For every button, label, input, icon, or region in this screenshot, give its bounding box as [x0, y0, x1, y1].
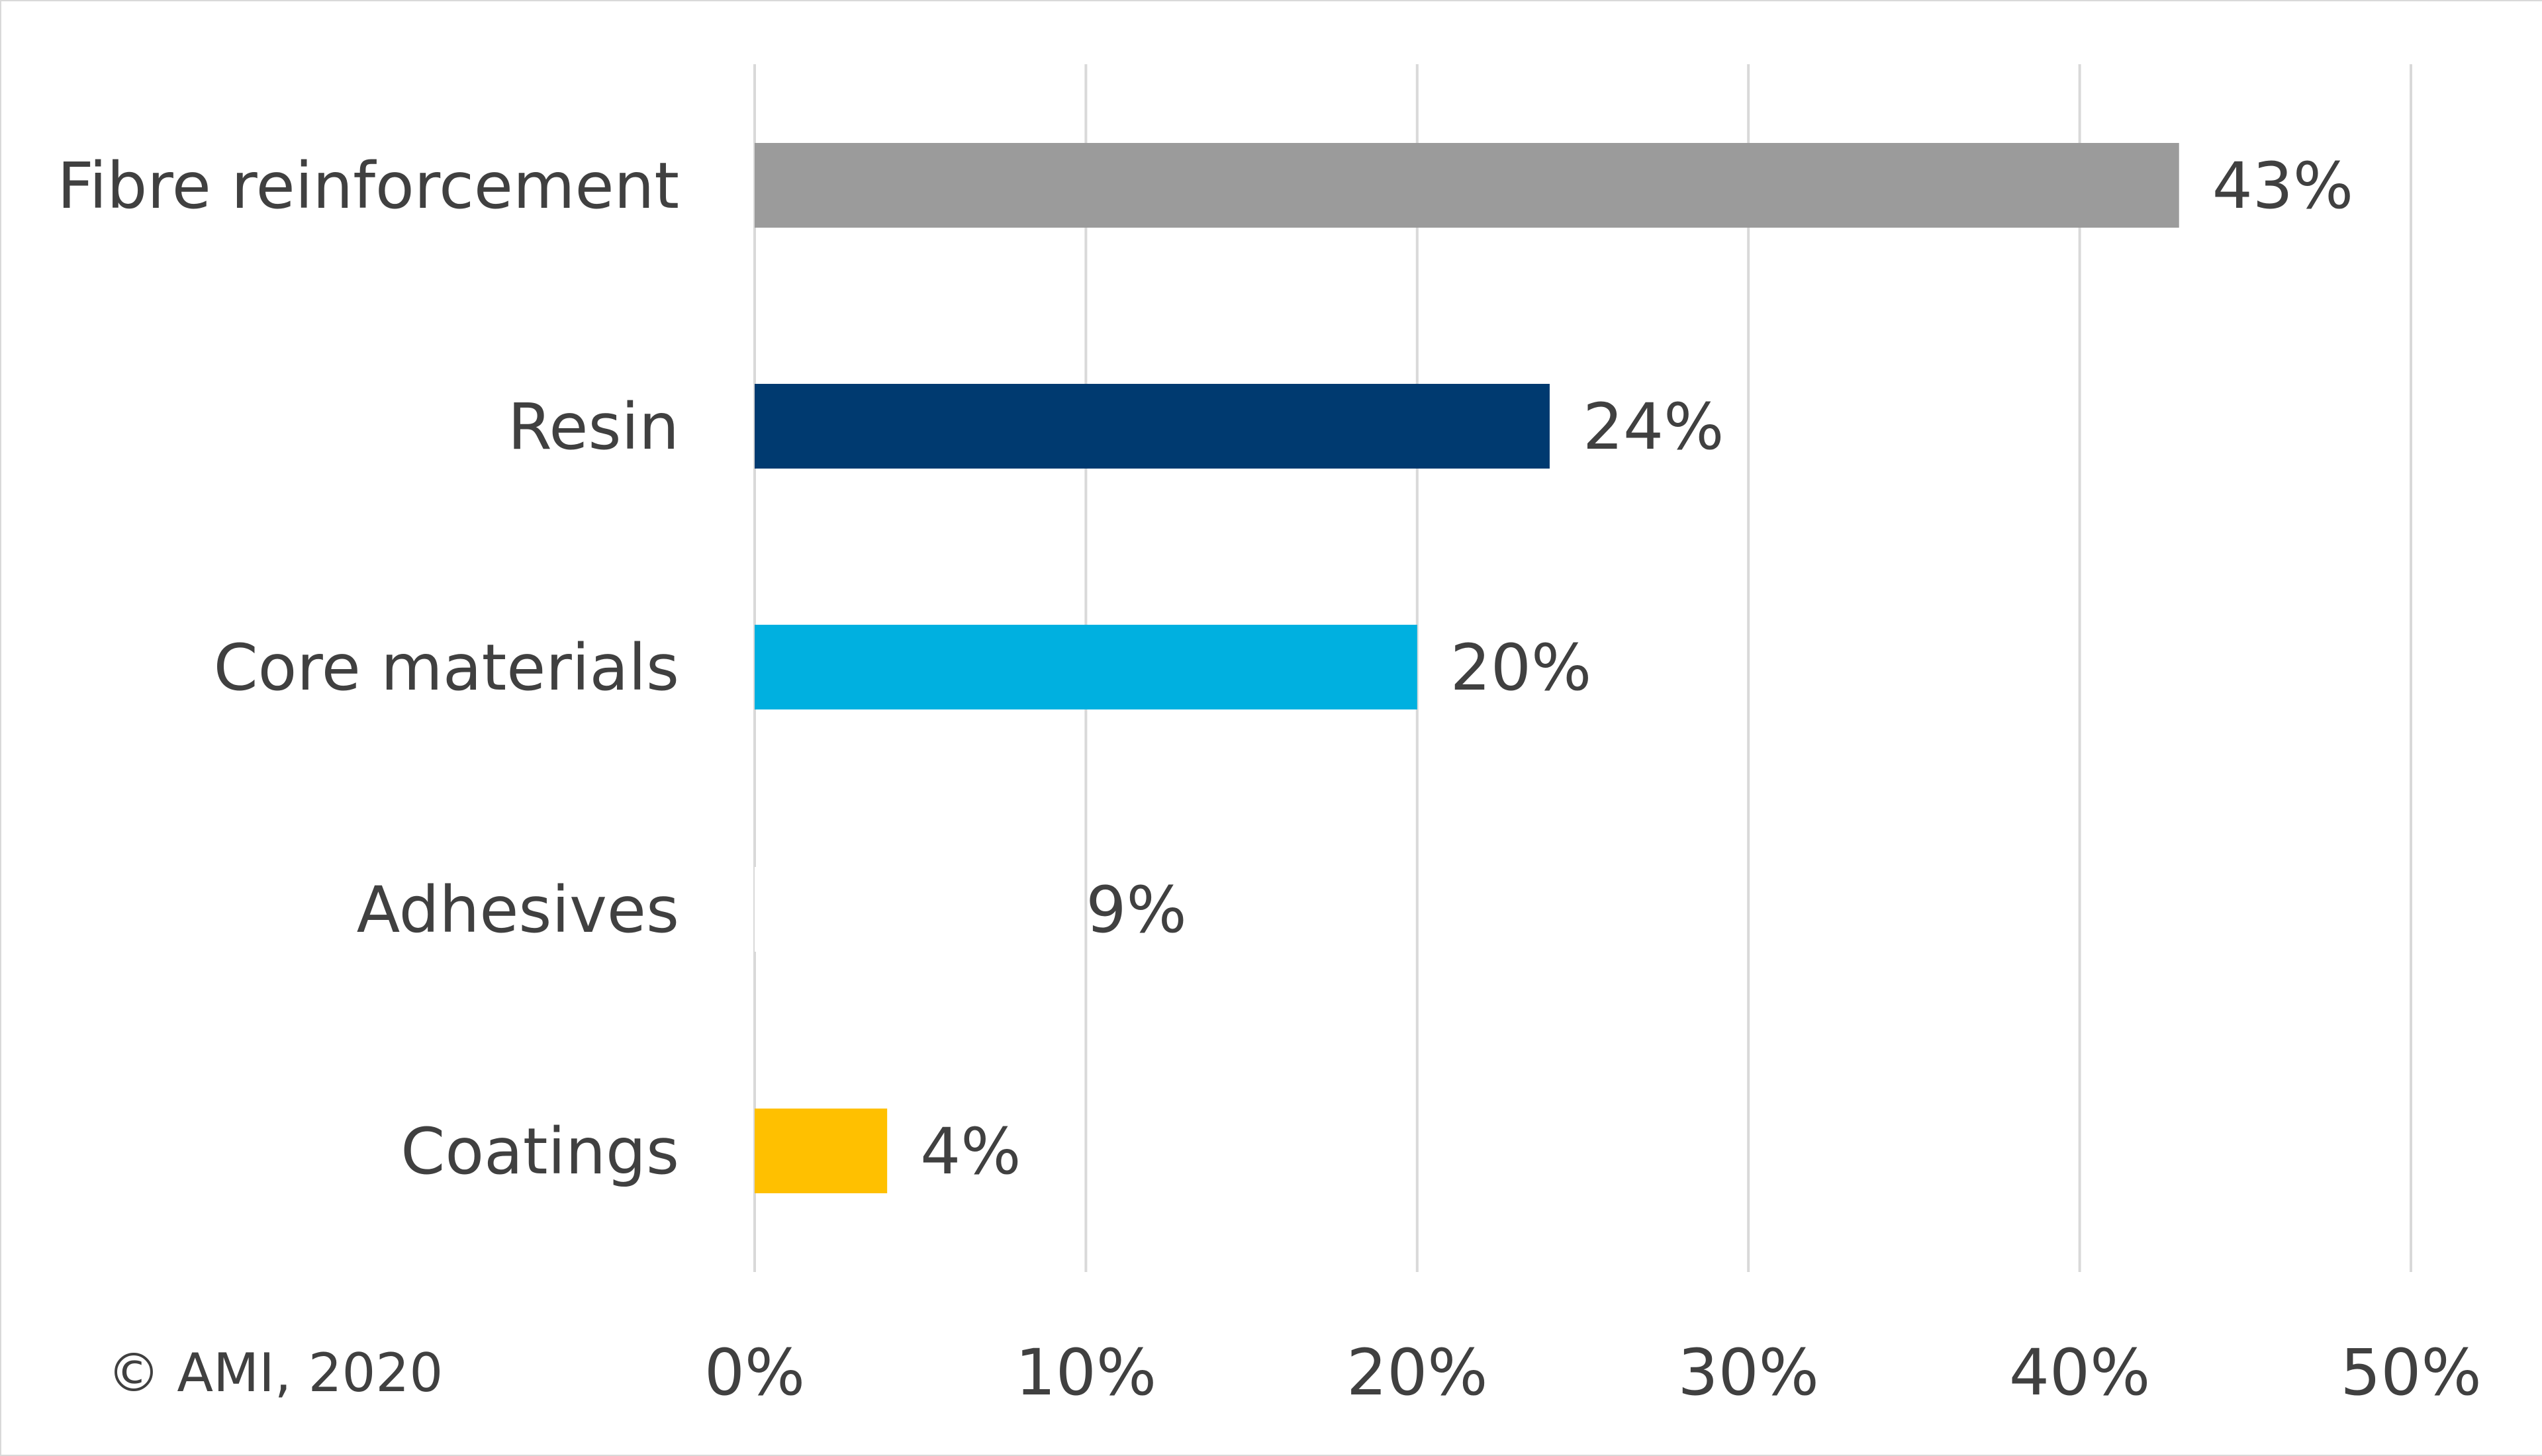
data-label-resin: 24% [1583, 390, 1724, 464]
data-label-coatings: 4% [920, 1115, 1021, 1189]
category-label-adhesives: Adhesives [357, 873, 679, 947]
bar-fibre-reinforcement [755, 143, 2179, 228]
x-tick-label-50: 50% [2340, 1336, 2481, 1410]
x-tick-label-0: 0% [704, 1336, 805, 1410]
bar-adhesives [755, 867, 1053, 952]
data-label-adhesives: 9% [1086, 873, 1186, 947]
x-tick-label-10: 10% [1015, 1336, 1156, 1410]
copyright-text: © AMI, 2020 [107, 1342, 443, 1404]
category-label-coatings: Coatings [400, 1115, 679, 1189]
x-tick-label-20: 20% [1346, 1336, 1487, 1410]
x-tick-labels: 0% 10% 20% 30% 40% 50% [704, 1336, 2482, 1410]
category-label-fibre-reinforcement: Fibre reinforcement [57, 149, 679, 223]
category-labels: Fibre reinforcement Resin Core materials Ad… [57, 149, 679, 1189]
x-tick-label-30: 30% [1678, 1336, 1819, 1410]
category-label-resin: Resin [508, 390, 679, 464]
bar-resin [755, 384, 1550, 469]
category-label-core-materials: Core materials [214, 631, 679, 705]
bars [755, 143, 2179, 1193]
bar-core-materials [755, 625, 1417, 709]
bar-coatings [755, 1109, 888, 1193]
data-label-fibre-reinforcement: 43% [2212, 149, 2353, 223]
x-tick-label-40: 40% [2009, 1336, 2150, 1410]
data-labels: 43% 24% 20% 9% 4% [920, 149, 2353, 1189]
data-label-core-materials: 20% [1450, 631, 1591, 705]
